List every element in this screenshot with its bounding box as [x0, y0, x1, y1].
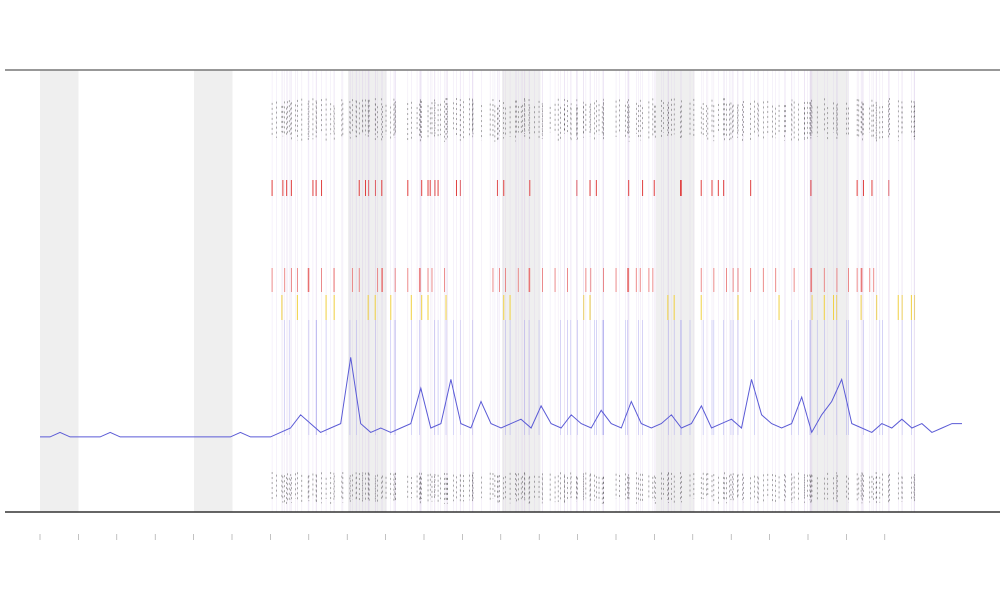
- shaded-band: [348, 70, 387, 512]
- x-ticks: [39, 534, 886, 540]
- shaded-band: [810, 70, 849, 512]
- shaded-band: [40, 70, 79, 512]
- series-line: [40, 357, 962, 438]
- shaded-band: [194, 70, 233, 512]
- shaded-band: [656, 70, 695, 512]
- event-lines: [271, 70, 916, 512]
- series: [40, 357, 962, 438]
